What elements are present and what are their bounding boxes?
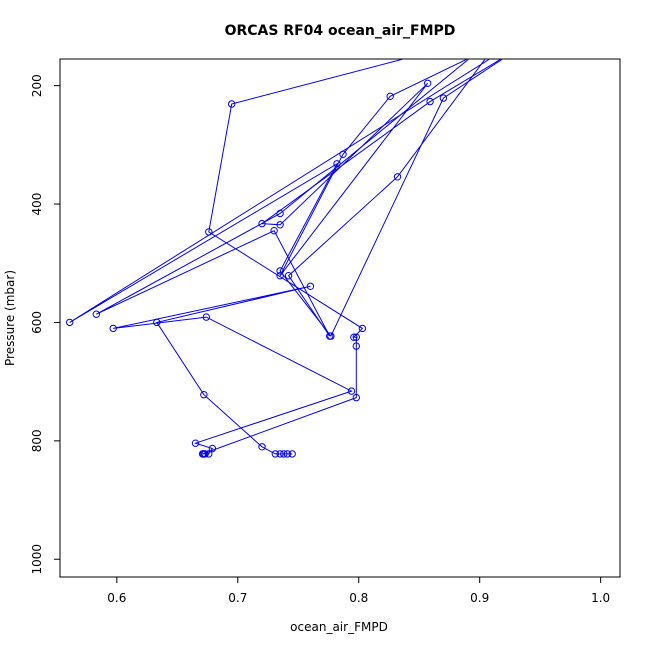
x-tick-label: 0.6 — [107, 591, 126, 605]
data-point — [191, 439, 200, 447]
data-point — [477, 47, 483, 53]
data-point — [350, 333, 358, 341]
data-point — [276, 221, 284, 229]
data-point — [153, 318, 161, 327]
data-point — [352, 342, 360, 350]
series-line-3 — [260, 59, 503, 277]
data-point — [276, 272, 284, 280]
data-point — [513, 47, 519, 53]
data-point — [276, 450, 284, 458]
plot-area — [66, 47, 519, 458]
data-point — [306, 282, 315, 290]
data-point — [513, 47, 519, 53]
data-point — [352, 333, 360, 341]
y-tick-label: 1000 — [30, 544, 44, 575]
data-point — [288, 450, 296, 458]
data-point — [66, 318, 74, 327]
data-point — [228, 100, 236, 108]
x-tick-label: 1.0 — [591, 591, 610, 605]
x-tick-label: 0.8 — [349, 591, 368, 605]
y-tick-label: 600 — [30, 311, 44, 334]
data-point — [258, 219, 266, 228]
series-line-1 — [113, 59, 406, 455]
series-line-2 — [69, 59, 504, 338]
data-point — [284, 272, 293, 280]
data-point — [199, 450, 207, 458]
data-point — [439, 94, 448, 102]
data-point — [489, 47, 495, 53]
data-point — [347, 387, 356, 395]
data-point — [326, 332, 334, 340]
data-point — [200, 391, 208, 399]
data-point — [280, 450, 288, 458]
data-point — [202, 313, 211, 321]
data-point — [271, 450, 279, 458]
x-axis: 0.6 0.7 0.8 0.9 1.0 — [107, 577, 610, 605]
chart-title: ORCAS RF04 ocean_air_FMPD — [225, 23, 456, 39]
y-tick-label: 800 — [30, 429, 44, 452]
data-point — [208, 444, 217, 453]
y-tick-label: 400 — [30, 193, 44, 216]
x-tick-label: 0.9 — [470, 591, 489, 605]
x-axis-label: ocean_air_FMPD — [290, 620, 388, 634]
y-axis: 200 400 600 800 1000 — [30, 74, 60, 575]
y-tick-label: 200 — [30, 74, 44, 97]
series-line-4 — [96, 59, 486, 337]
data-point — [283, 450, 292, 458]
data-point — [109, 324, 117, 333]
data-point — [358, 324, 367, 333]
data-point — [483, 47, 489, 53]
x-tick-label: 0.7 — [228, 591, 247, 605]
plot-frame — [59, 58, 621, 578]
data-point — [339, 150, 347, 159]
data-point — [201, 450, 209, 458]
data-point — [501, 47, 507, 53]
data-point — [426, 97, 434, 106]
data-point — [270, 227, 278, 235]
data-point — [92, 310, 101, 318]
data-point — [386, 92, 394, 101]
data-point — [352, 393, 360, 402]
data-point — [258, 443, 266, 451]
data-point — [434, 47, 440, 53]
data-point — [276, 209, 284, 218]
data-point — [424, 79, 432, 88]
y-axis-label: Pressure (mbar) — [3, 270, 17, 366]
data-point — [393, 173, 402, 181]
